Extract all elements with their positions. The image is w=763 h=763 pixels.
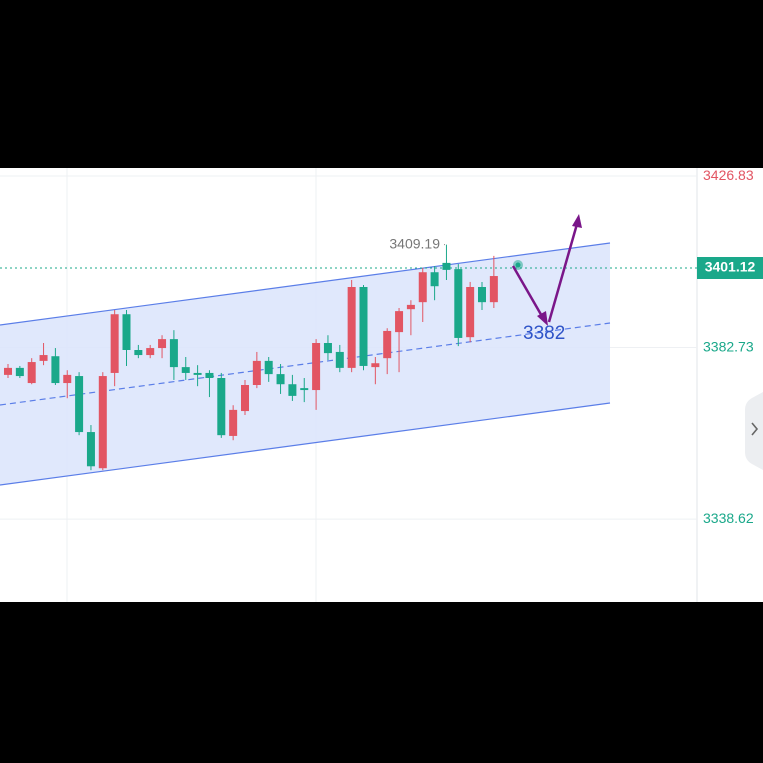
candle-body [193, 372, 202, 375]
candle-body [323, 343, 332, 354]
high-label: 3409.19 [389, 235, 440, 251]
candle-body [241, 385, 249, 412]
candle-body [442, 262, 451, 270]
candle-body [110, 314, 119, 373]
candle-body [347, 287, 356, 368]
forecast-arrows [511, 214, 582, 326]
candle-body [122, 314, 131, 350]
candle-body [205, 372, 214, 378]
candle-body [63, 374, 72, 384]
candle-body [312, 343, 321, 391]
y-tick-label: 3382.73 [703, 338, 754, 354]
y-tick-label: 3426.83 [703, 167, 754, 183]
price-axis: 3338.62 3382.73 3426.83 [703, 167, 754, 526]
candle-body [181, 367, 190, 373]
candle-body [75, 376, 84, 433]
candle-body [359, 287, 368, 366]
candle-body [478, 287, 486, 303]
candle-body [134, 350, 143, 356]
candle-body [395, 311, 404, 333]
candle-body [335, 351, 344, 368]
candle-body [430, 272, 439, 287]
bottom-bar [0, 602, 763, 763]
expand-button[interactable] [745, 392, 763, 470]
annotation: 3382 [523, 323, 565, 344]
candle-body [300, 388, 309, 391]
candle-body [466, 287, 475, 338]
candle-body [489, 276, 498, 303]
candle-body [229, 409, 238, 436]
candle-body [454, 269, 463, 338]
top-bar [0, 0, 763, 168]
candle-body [418, 272, 427, 303]
candle-body [98, 376, 107, 469]
candle-body [86, 432, 95, 467]
candle-body [4, 367, 12, 375]
candle-body [146, 348, 155, 356]
candles: 3409.19 [4, 235, 498, 471]
channel-top [0, 242, 611, 326]
channel-bottom [0, 402, 611, 486]
candle-body [276, 374, 285, 385]
last-price-label: 3401.12 [705, 259, 756, 275]
y-tick-label: 3338.62 [703, 510, 754, 526]
candle-body [264, 360, 273, 375]
candle-body [15, 367, 24, 377]
candle-body [169, 339, 178, 368]
candle-body [39, 355, 48, 361]
candle-body [288, 384, 297, 396]
candle-body [406, 304, 415, 310]
candle-body [51, 356, 60, 384]
candle-body [371, 363, 380, 368]
candle-body [252, 360, 261, 385]
candle-body [158, 339, 167, 349]
live-dot-core [515, 262, 521, 268]
last-price-tag [697, 257, 763, 279]
candle-body [217, 378, 226, 436]
chevron[interactable] [751, 422, 759, 436]
candle-body [383, 330, 392, 359]
candle-body [27, 362, 36, 384]
